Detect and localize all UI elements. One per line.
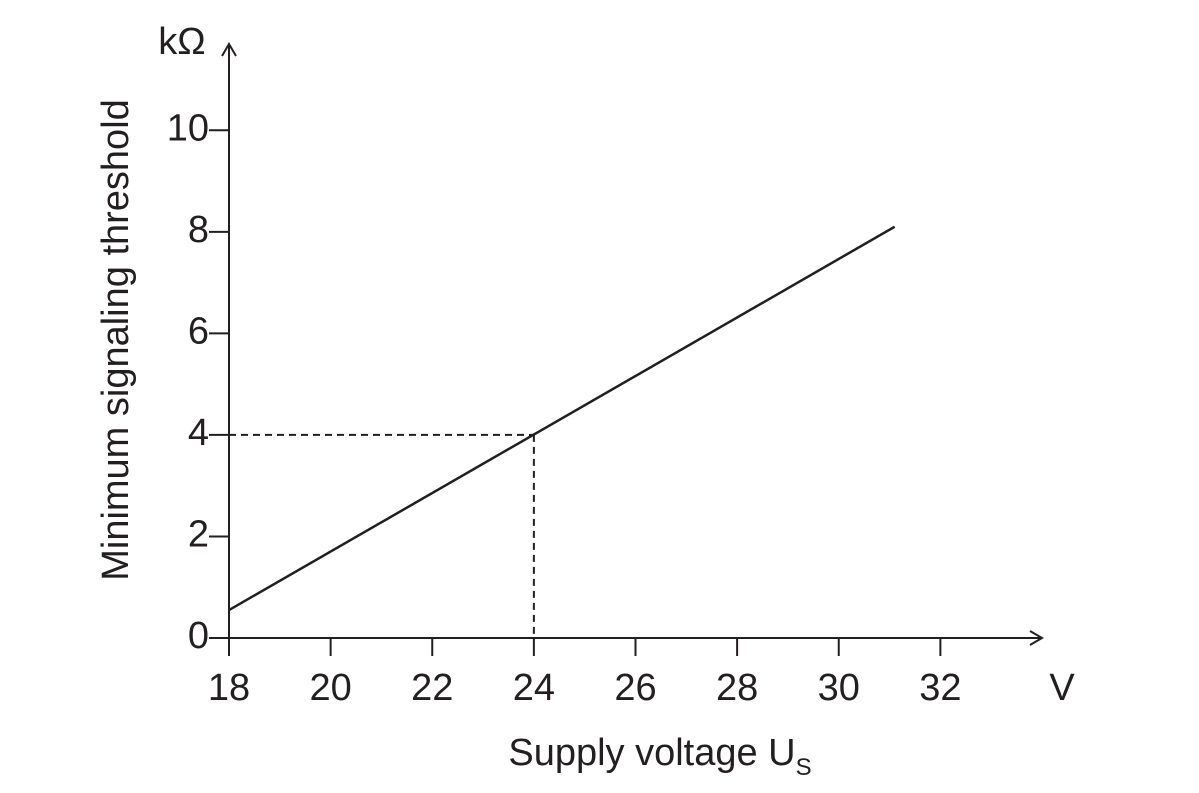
x-tick-label: 30 <box>818 667 860 709</box>
x-axis-label: Supply voltage US <box>508 732 811 781</box>
x-tick-label: 26 <box>614 667 656 709</box>
x-axis-label-text: Supply voltage U <box>508 732 795 774</box>
x-axis-label-subscript: S <box>796 754 812 781</box>
y-tick-label: 6 <box>188 310 209 352</box>
x-axis-arrow <box>1029 630 1044 646</box>
y-tick-label: 2 <box>188 513 209 555</box>
y-tick-label: 0 <box>188 615 209 657</box>
x-tick-label: 20 <box>309 667 351 709</box>
x-unit: V <box>1049 667 1075 709</box>
x-tick-label: 24 <box>513 667 555 709</box>
y-unit: kΩ <box>158 21 205 63</box>
y-tick-label: 10 <box>167 107 209 149</box>
y-tick-label: 8 <box>188 209 209 251</box>
y-axis-arrow <box>221 42 237 57</box>
x-tick-label: 22 <box>411 667 453 709</box>
data-line <box>228 225 896 612</box>
x-tick-label: 28 <box>716 667 758 709</box>
x-tick-label: 18 <box>208 667 250 709</box>
y-axis-label: Minimum signaling threshold <box>95 99 137 581</box>
y-tick-label: 4 <box>188 412 209 454</box>
x-tick-label: 32 <box>919 667 961 709</box>
